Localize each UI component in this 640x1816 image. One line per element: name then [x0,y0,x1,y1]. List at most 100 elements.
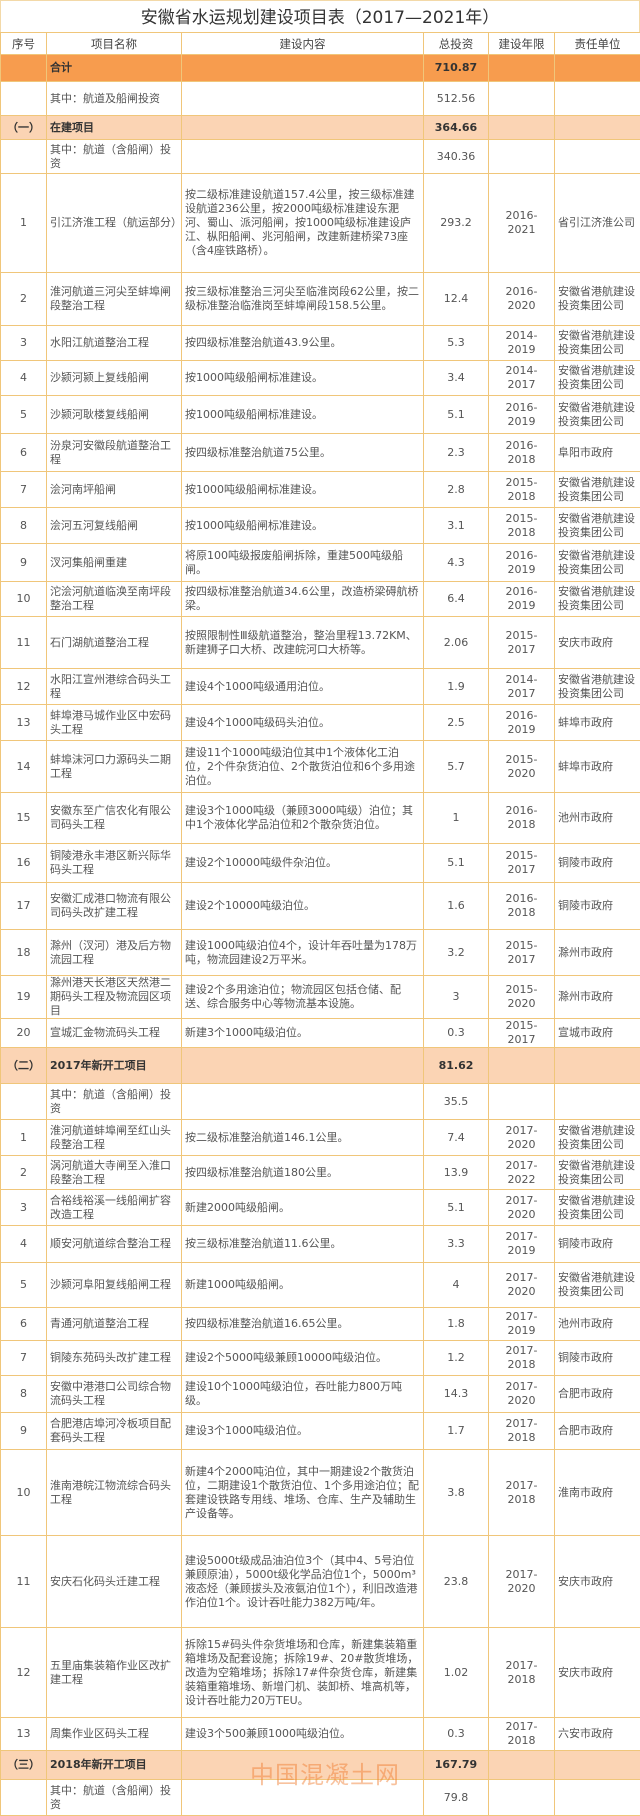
cell-years [488,1779,555,1816]
cell-content: 按四级标准整治航道75公里。 [181,433,424,472]
cell-unit: 安庆市政府 [554,616,640,669]
cell-seq: 2 [0,1155,47,1190]
cell-seq: 15 [0,792,47,844]
cell-unit [554,139,640,174]
cell-content: 将原100吨级报废船闸拆除，重建500吨级船闸。 [181,543,424,582]
cell-total: 13.9 [423,1155,489,1190]
cell-content: 建设4个1000吨级通用泊位。 [181,668,424,705]
cell-total: 5.1 [423,843,489,883]
cell-unit: 安徽省港航建设投资集团公司 [554,1262,640,1308]
cell-content: 按四级标准整治航道43.9公里。 [181,325,424,361]
cell-unit: 安徽省港航建设投资集团公司 [554,395,640,434]
cell-seq: 11 [0,616,47,669]
cell-unit [554,115,640,140]
section-row: （一） 在建项目 364.66 [0,115,640,140]
cell-total: 2.5 [423,704,489,741]
table-row: 2 淮河航道三河尖至蚌埠闸段整治工程 按三级标准整治三河尖至临淮岗段62公里，按二级… [0,272,640,326]
cell-total: 6.4 [423,581,489,617]
cell-unit: 宣城市政府 [554,1018,640,1048]
header-content: 建设内容 [181,32,424,55]
cell-years: 2016-2021 [488,173,555,273]
cell-years: 2017-2022 [488,1155,555,1190]
cell-seq: 9 [0,543,47,582]
cell-total: 3.8 [423,1449,489,1536]
cell-content: 按照限制性Ⅲ级航道整治，整治里程13.72KM、新建狮子口大桥、改建皖河口大桥等… [181,616,424,669]
table-row: 4 沙颍河颍上复线船闸 按1000吨级船闸标准建设。 3.4 2014-2017 安徽省港… [0,360,640,396]
cell-years: 2017-2018 [488,1412,555,1450]
cell-total: 364.66 [423,115,489,140]
cell-years: 2016-2019 [488,581,555,617]
cell-years: 2017-2018 [488,1340,555,1376]
cell-unit [554,1047,640,1084]
table-row: 19 滁州港天长港区天然港二期码头工程及物流园区项目 建设2个多用途泊位；物流园区包… [0,975,640,1019]
cell-name: 其中：航道（含船闸）投资 [46,139,182,174]
cell-years: 2017-2020 [488,1375,555,1413]
cell-unit: 六安市政府 [554,1717,640,1751]
cell-name: 其中：航道及船闸投资 [46,81,182,116]
cell-content [181,1083,424,1120]
cell-content: 按四级标准整治航道180公里。 [181,1155,424,1190]
table-row: 9 合肥港店埠河冷板项目配套码头工程 建设3个1000吨级泊位。 1.7 2017-20… [0,1412,640,1450]
cell-seq: 12 [0,668,47,705]
cell-name: 水阳江航道整治工程 [46,325,182,361]
total-row: 合计 710.87 [0,54,640,82]
cell-seq: 10 [0,581,47,617]
cell-unit: 合肥市政府 [554,1412,640,1450]
cell-seq: 11 [0,1535,47,1628]
cell-total: 5.1 [423,395,489,434]
cell-content [181,1779,424,1816]
cell-years: 2017-2018 [488,1717,555,1751]
cell-name: 其中：航道（含船闸）投资 [46,1779,182,1816]
cell-total: 340.36 [423,139,489,174]
cell-years: 2014-2019 [488,325,555,361]
cell-content: 新建3个1000吨级泊位。 [181,1018,424,1048]
cell-years: 2016-2020 [488,272,555,326]
cell-total: 7.4 [423,1119,489,1156]
cell-name: 汾泉河安徽段航道整治工程 [46,433,182,472]
cell-total: 2.06 [423,616,489,669]
cell-name: 淮南港皖江物流综合码头工程 [46,1449,182,1536]
cell-total: 0.3 [423,1717,489,1751]
header-unit: 责任单位 [554,32,640,55]
cell-content: 建设5000t级成品油泊位3个（其中4、5号泊位兼顾原油），5000t级化学品泊… [181,1535,424,1628]
cell-content [181,81,424,116]
cell-total: 35.5 [423,1083,489,1120]
cell-unit: 淮南市政府 [554,1449,640,1536]
cell-total: 1.9 [423,668,489,705]
cell-unit [554,81,640,116]
cell-years: 2016-2018 [488,433,555,472]
cell-content: 按1000吨级船闸标准建设。 [181,471,424,508]
cell-name: 合肥港店埠河冷板项目配套码头工程 [46,1412,182,1450]
cell-seq: 12 [0,1627,47,1718]
cell-years: 2017-2020 [488,1262,555,1308]
table-row: 8 安徽中港港口公司综合物流码头工程 建设10个1000吨级泊位，吞吐能力800万吨… [0,1375,640,1413]
cell-content: 建设10个1000吨级泊位，吞吐能力800万吨级。 [181,1375,424,1413]
cell-unit: 安徽省港航建设投资集团公司 [554,581,640,617]
cell-seq: 8 [0,507,47,544]
cell-content [181,1047,424,1084]
cell-name: 沙颍河颍上复线船闸 [46,360,182,396]
cell-years: 2015-2020 [488,740,555,793]
cell-seq: 14 [0,740,47,793]
cell-total: 4.3 [423,543,489,582]
cell-years: 2016-2019 [488,543,555,582]
cell-seq: （一） [0,115,47,140]
cell-name: 安徽汇成港口物流有限公司码头改扩建工程 [46,882,182,930]
cell-seq: 4 [0,1225,47,1263]
cell-unit: 安徽省港航建设投资集团公司 [554,325,640,361]
cell-name: 涡河航道大寺闸至入淮口段整治工程 [46,1155,182,1190]
cell-content: 建设2个多用途泊位；物流园区包括仓储、配送、综合服务中心等物流基本设施。 [181,975,424,1019]
table-row: 3 水阳江航道整治工程 按四级标准整治航道43.9公里。 5.3 2014-2019 安徽… [0,325,640,361]
cell-total: 5.7 [423,740,489,793]
cell-total: 1.8 [423,1307,489,1341]
header-total: 总投资 [423,32,489,55]
cell-unit: 安徽省港航建设投资集团公司 [554,360,640,396]
cell-seq: 7 [0,1340,47,1376]
cell-name: 安徽中港港口公司综合物流码头工程 [46,1375,182,1413]
cell-total: 5.3 [423,325,489,361]
cell-name: 引江济淮工程（航运部分） [46,173,182,273]
cell-years [488,1047,555,1084]
cell-name: 周集作业区码头工程 [46,1717,182,1751]
sub-row: 其中：航道（含船闸）投资 35.5 [0,1083,640,1120]
cell-unit [554,1750,640,1780]
